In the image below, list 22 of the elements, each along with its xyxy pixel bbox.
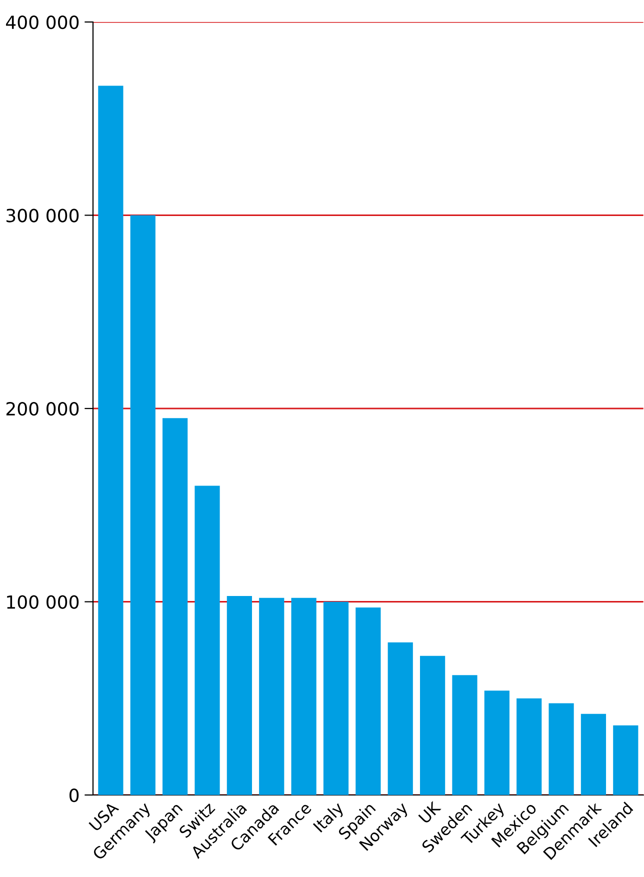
y-tick-label: 0: [70, 788, 79, 802]
bar: [580, 714, 606, 795]
bar: [162, 418, 188, 795]
bar: [484, 690, 510, 795]
bar: [226, 596, 252, 795]
bar: [130, 215, 156, 795]
bar: [259, 598, 284, 795]
bar: [388, 642, 413, 795]
bar: [452, 675, 478, 795]
y-tick-label: 100 000: [7, 595, 79, 609]
bar: [516, 698, 542, 795]
y-tick-label: 200 000: [6, 402, 79, 416]
bar: [323, 602, 349, 795]
bar: [548, 703, 574, 795]
bar: [613, 725, 638, 795]
bar: [98, 86, 124, 795]
bar: [420, 656, 446, 795]
bar: [356, 608, 381, 795]
bar: [194, 486, 220, 795]
y-tick-label: 300 000: [6, 208, 79, 222]
bar: [291, 598, 316, 795]
y-tick-label: 400 000: [6, 15, 79, 30]
